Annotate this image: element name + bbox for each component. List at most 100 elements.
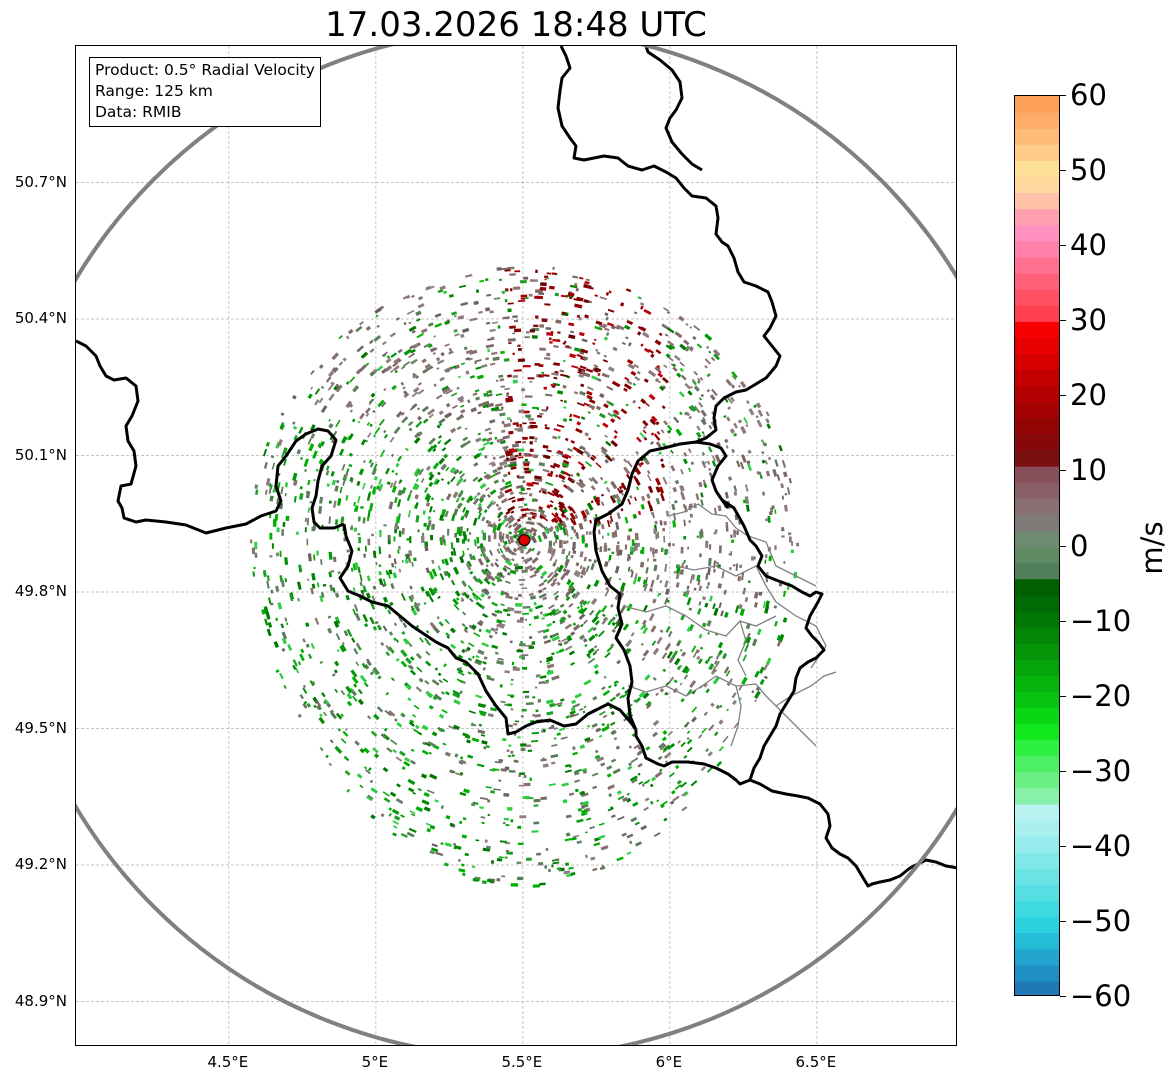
- echo-pixel: [489, 549, 493, 556]
- echo-pixel: [296, 449, 302, 455]
- echo-pixel: [477, 502, 483, 508]
- echo-pixel: [609, 515, 614, 523]
- echo-pixel: [688, 520, 691, 523]
- echo-pixel: [744, 643, 749, 653]
- echo-pixel: [742, 587, 746, 595]
- echo-pixel: [586, 502, 594, 511]
- echo-pixel: [297, 713, 302, 718]
- echo-pixel: [331, 352, 340, 361]
- colorbar-segment: [1015, 256, 1059, 274]
- echo-pixel: [659, 744, 667, 751]
- echo-pixel: [610, 418, 616, 424]
- echo-pixel: [590, 597, 598, 606]
- echo-pixel: [610, 710, 615, 716]
- echo-pixel: [653, 564, 658, 572]
- echo-pixel: [408, 550, 413, 557]
- echo-pixel: [698, 585, 703, 592]
- echo-pixel: [612, 768, 621, 775]
- echo-pixel: [604, 434, 608, 438]
- echo-pixel: [736, 460, 741, 468]
- echo-pixel: [429, 621, 436, 629]
- echo-pixel: [724, 611, 729, 618]
- echo-pixel: [521, 403, 527, 406]
- echo-pixel: [421, 405, 430, 413]
- echo-pixel: [667, 340, 675, 347]
- echo-pixel: [558, 507, 566, 515]
- echo-pixel: [523, 453, 530, 456]
- echo-pixel: [408, 664, 414, 670]
- echo-pixel: [432, 351, 436, 355]
- echo-pixel: [697, 608, 702, 615]
- echo-pixel: [686, 739, 693, 745]
- echo-pixel: [491, 501, 497, 506]
- echo-pixel: [656, 636, 663, 645]
- echo-pixel: [487, 493, 491, 498]
- echo-pixel: [330, 471, 335, 477]
- echo-pixel: [539, 286, 547, 291]
- echo-pixel: [315, 468, 319, 472]
- echo-pixel: [420, 328, 428, 334]
- echo-pixel: [698, 401, 704, 408]
- echo-pixel: [630, 569, 633, 573]
- echo-pixel: [571, 703, 581, 709]
- echo-pixel: [568, 334, 576, 340]
- echo-pixel: [357, 495, 361, 504]
- border-luxembourg-east: [592, 440, 730, 731]
- echo-pixel: [393, 357, 401, 365]
- echo-pixel: [613, 683, 618, 687]
- colorbar-segment: [1015, 466, 1059, 483]
- colorbar-segment: [1015, 160, 1059, 178]
- echo-pixel: [607, 548, 611, 551]
- echo-pixel: [655, 692, 659, 697]
- echo-pixel: [563, 870, 571, 875]
- echo-pixel: [676, 665, 681, 670]
- echo-pixel: [466, 527, 469, 532]
- echo-pixel: [493, 788, 501, 791]
- echo-pixel: [495, 503, 500, 508]
- echo-pixel: [513, 723, 518, 726]
- echo-pixel: [590, 476, 599, 485]
- echo-pixel: [486, 559, 491, 563]
- echo-pixel: [285, 515, 290, 522]
- echo-pixel: [614, 613, 618, 617]
- echo-pixel: [495, 471, 501, 476]
- echo-pixel: [554, 512, 559, 517]
- echo-pixel: [473, 539, 477, 547]
- echo-pixel: [502, 608, 509, 613]
- province-line: [623, 605, 777, 637]
- echo-pixel: [576, 296, 584, 302]
- echo-pixel: [539, 675, 547, 679]
- echo-pixel: [598, 822, 605, 826]
- echo-pixel: [545, 848, 549, 851]
- echo-pixel: [583, 284, 592, 290]
- echo-pixel: [553, 727, 558, 730]
- echo-pixel: [713, 668, 718, 673]
- echo-pixel: [366, 796, 373, 802]
- echo-pixel: [400, 713, 405, 718]
- echo-pixel: [560, 616, 564, 620]
- echo-pixel: [394, 718, 398, 722]
- lat-tick-label: 50.4°N: [14, 309, 67, 327]
- echo-pixel: [411, 329, 416, 334]
- echo-pixel: [510, 678, 514, 681]
- colorbar-segment: [1015, 272, 1059, 290]
- echo-pixel: [452, 491, 459, 499]
- echo-pixel: [755, 402, 762, 409]
- echo-pixel: [470, 407, 478, 413]
- echo-pixel: [667, 630, 673, 638]
- echo-pixel: [400, 593, 406, 601]
- echo-pixel: [744, 484, 749, 492]
- echo-pixel: [671, 744, 675, 748]
- echo-pixel: [460, 515, 465, 521]
- echo-pixel: [349, 476, 353, 482]
- echo-pixel: [342, 479, 346, 486]
- radar-map[interactable]: [75, 45, 957, 1046]
- echo-pixel: [541, 616, 545, 620]
- echo-pixel: [496, 618, 503, 625]
- echo-pixel: [556, 424, 565, 428]
- echo-pixel: [578, 317, 582, 321]
- echo-pixel: [425, 629, 430, 634]
- echo-pixel: [683, 452, 688, 457]
- echo-pixel: [388, 631, 394, 636]
- echo-pixel: [662, 729, 668, 736]
